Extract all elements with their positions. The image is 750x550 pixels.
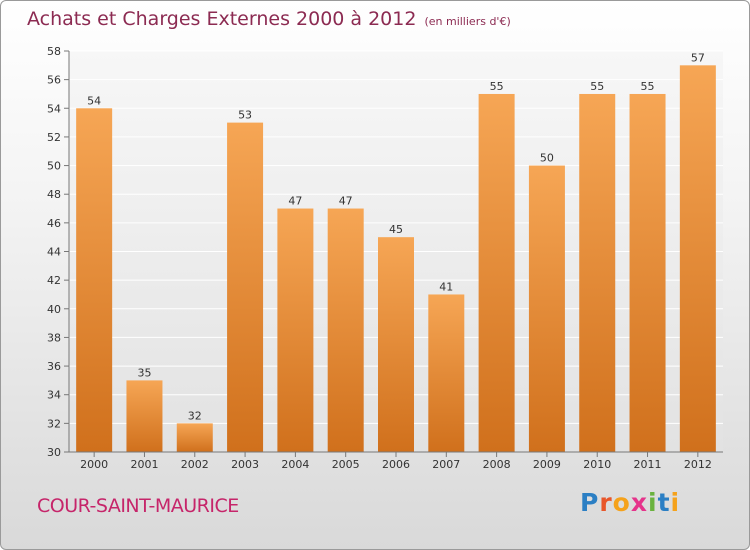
chart-unit: (en milliers d'€): [424, 15, 511, 28]
value-label-2000: 54: [87, 94, 101, 107]
chart-title: Achats et Charges Externes 2000 à 2012 (e…: [27, 8, 511, 30]
y-tick-label: 56: [47, 74, 61, 87]
chart-title-text: Achats et Charges Externes 2000 à 2012: [27, 8, 417, 30]
x-tick-label-2007: 2007: [432, 458, 460, 471]
bar-2010: [579, 93, 616, 452]
value-label-2006: 45: [389, 223, 403, 236]
logo-letter: r: [599, 488, 613, 517]
y-tick-label: 32: [47, 417, 61, 430]
y-tick-label: 38: [47, 331, 61, 344]
bar-2006: [378, 237, 414, 452]
x-tick-label-2002: 2002: [181, 458, 209, 471]
x-tick-label-2010: 2010: [583, 458, 611, 471]
x-tick-label-2004: 2004: [281, 458, 309, 471]
value-label-2008: 55: [490, 80, 504, 93]
bar-2002: [176, 423, 213, 452]
y-tick-label: 46: [47, 217, 61, 230]
y-tick-label: 30: [47, 446, 61, 459]
y-tick-label: 52: [47, 131, 61, 144]
y-tick-label: 34: [47, 389, 61, 402]
x-tick-label-2012: 2012: [684, 458, 712, 471]
logo-letter: t: [657, 488, 671, 517]
logo-letter: o: [612, 488, 631, 517]
x-tick-label-2001: 2001: [130, 458, 158, 471]
y-tick-label: 44: [47, 246, 61, 259]
x-tick-label-2008: 2008: [483, 458, 511, 471]
y-tick-label: 40: [47, 303, 61, 316]
value-label-2009: 50: [540, 152, 554, 165]
bar-2003: [227, 122, 264, 452]
logo-letter: P: [580, 488, 600, 517]
bar-2004: [277, 208, 314, 452]
logo-letter: i: [670, 488, 681, 517]
logo-letter: i: [648, 488, 658, 517]
x-tick-label-2009: 2009: [533, 458, 561, 471]
commune-name: COUR-SAINT-MAURICE: [37, 495, 239, 517]
x-tick-label-2003: 2003: [231, 458, 259, 471]
x-axis: 2000 2001 2002 2003 2004 2005 2006 2007 2008 2009…: [69, 451, 723, 471]
value-label-2003: 53: [238, 109, 252, 122]
bars: [76, 65, 716, 453]
value-label-2011: 55: [641, 80, 655, 93]
value-label-2001: 35: [137, 366, 151, 379]
y-tick-label: 58: [47, 45, 61, 58]
bar-2011: [629, 93, 666, 452]
value-label-2005: 47: [339, 195, 353, 208]
x-tick-label-2006: 2006: [382, 458, 410, 471]
value-label-2012: 57: [691, 51, 705, 64]
value-label-2007: 41: [439, 280, 453, 293]
bar-2012: [679, 65, 716, 453]
x-tick-label-2005: 2005: [332, 458, 360, 471]
y-axis: 30 32 34 36 38 40 42 44 46 48 50 52 54 56 58: [47, 45, 70, 459]
bar-2001: [126, 380, 163, 452]
bar-2005: [327, 208, 364, 452]
y-tick-label: 50: [47, 160, 61, 173]
y-tick-label: 54: [47, 102, 61, 115]
bar-2009: [528, 165, 565, 453]
bar-2000: [76, 108, 113, 453]
y-tick-label: 48: [47, 188, 61, 201]
x-tick-label-2000: 2000: [80, 458, 108, 471]
logo-letter: x: [630, 488, 648, 517]
data-labels: 54 35 32 53 47 47 45 41 55 50 55 55 57: [87, 51, 705, 422]
value-label-2002: 32: [188, 409, 202, 422]
y-tick-label: 42: [47, 274, 61, 287]
y-tick-label: 36: [47, 360, 61, 373]
value-label-2010: 55: [590, 80, 604, 93]
value-label-2004: 47: [288, 195, 302, 208]
x-tick-label-2011: 2011: [634, 458, 662, 471]
bar-2007: [428, 294, 465, 452]
proxiti-logo[interactable]: Proxiti: [580, 488, 680, 517]
bar-2008: [478, 93, 515, 452]
